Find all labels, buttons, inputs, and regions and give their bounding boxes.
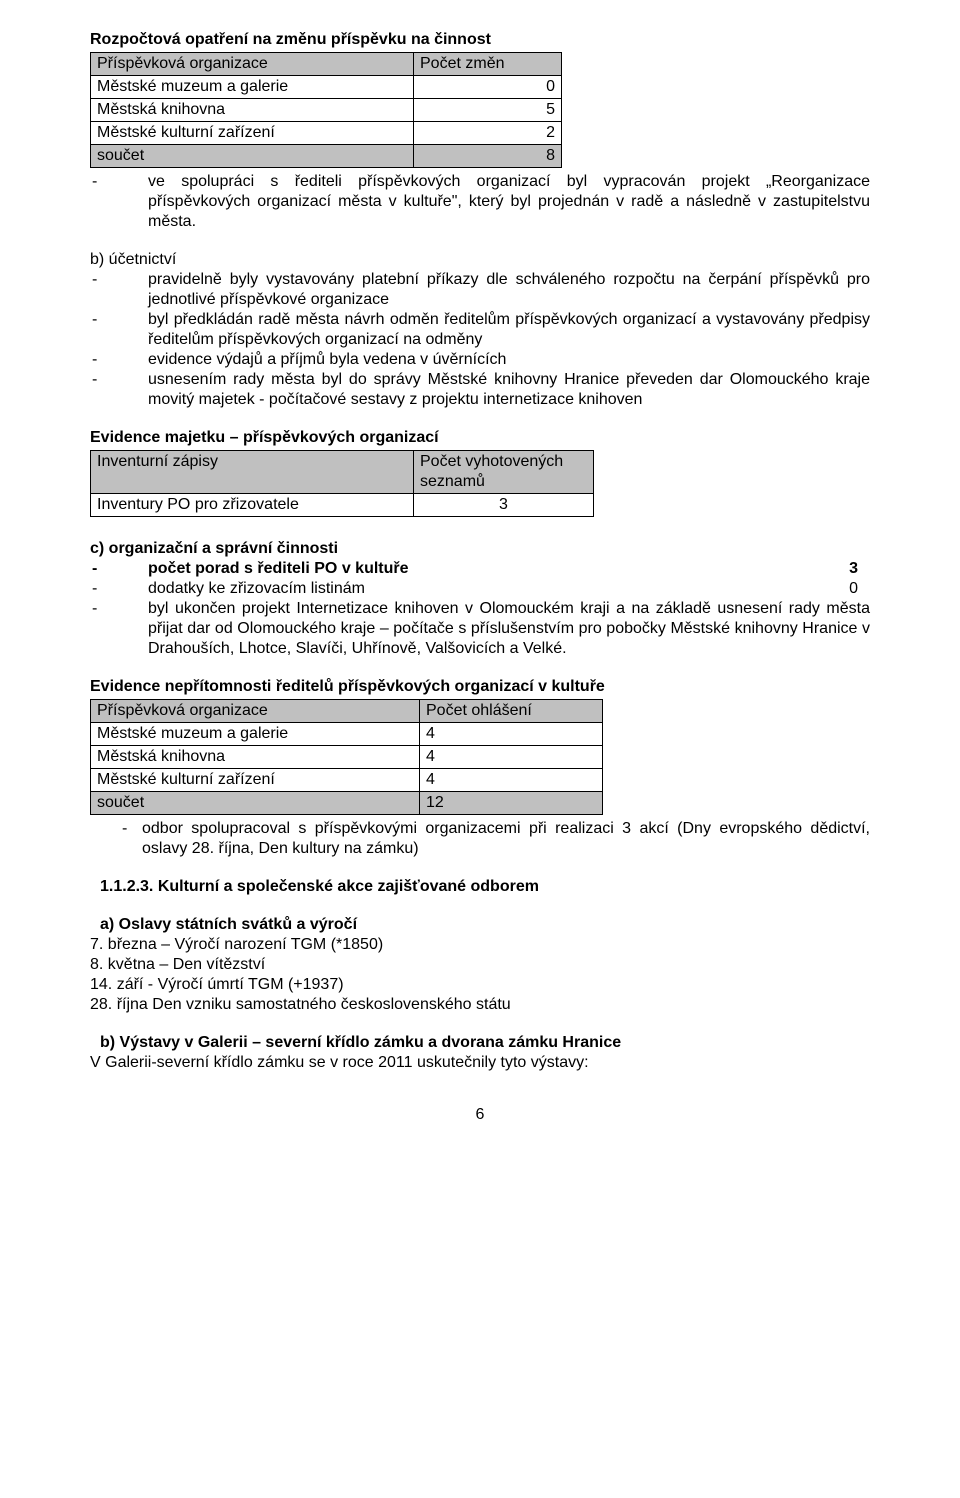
list-item: odbor spolupracoval s příspěvkovými orga…: [90, 819, 870, 859]
anniv-line-3: 14. září - Výročí úmrtí TGM (+1937): [90, 975, 870, 995]
table-row-sum: součet 8: [91, 145, 562, 168]
cell: 4: [420, 746, 603, 769]
table1-title: Rozpočtová opatření na změnu příspěvku n…: [90, 30, 870, 50]
section-c-title: c) organizační a správní činnosti: [90, 539, 870, 559]
cell: součet: [91, 145, 414, 168]
list-item: evidence výdajů a příjmů byla vedena v ú…: [90, 350, 870, 370]
table3-title: Evidence nepřítomnosti ředitelů příspěvk…: [90, 677, 870, 697]
row2-l: dodatky ke zřizovacím listinám: [148, 579, 365, 599]
table-row: Městské kulturní zařízení 2: [91, 122, 562, 145]
table2: Inventurní zápisy Počet vyhotovených sez…: [90, 450, 594, 517]
table3: Příspěvková organizace Počet ohlášení Mě…: [90, 699, 603, 815]
table-row: Inventury PO pro zřizovatele 3: [91, 494, 594, 517]
list-item: ve spolupráci s řediteli příspěvkových o…: [90, 172, 870, 232]
anniv-line-4: 28. října Den vzniku samostatného českos…: [90, 995, 870, 1015]
row1-l: počet porad s řediteli PO v kultuře: [148, 559, 409, 579]
row2-r: 0: [849, 579, 870, 599]
table-row: Městská knihovna 5: [91, 99, 562, 122]
table2-title: Evidence majetku – příspěvkových organiz…: [90, 428, 870, 448]
cell: součet: [91, 792, 420, 815]
cell: Městská knihovna: [91, 99, 414, 122]
section-bv-title: b) Výstavy v Galerii – severní křídlo zá…: [90, 1033, 870, 1053]
list-item: usnesením rady města byl do správy Městs…: [90, 370, 870, 410]
table-row: Městská knihovna 4: [91, 746, 603, 769]
cell: Městské muzeum a galerie: [91, 723, 420, 746]
list-item: dodatky ke zřizovacím listinám 0: [90, 579, 870, 599]
page-number: 6: [90, 1105, 870, 1125]
section-b-title: b) účetnictví: [90, 250, 870, 270]
list-item: byl předkládán radě města návrh odměn ře…: [90, 310, 870, 350]
cell: Městské kulturní zařízení: [91, 122, 414, 145]
cell: 8: [414, 145, 562, 168]
table3-h1: Příspěvková organizace: [91, 700, 420, 723]
anniv-line-2: 8. května – Den vítězství: [90, 955, 870, 975]
table2-h1: Inventurní zápisy: [91, 451, 414, 494]
table2-h2: Počet vyhotovených seznamů: [414, 451, 594, 494]
cell: Městské muzeum a galerie: [91, 76, 414, 99]
table3-h2: Počet ohlášení: [420, 700, 603, 723]
list-after-table1: ve spolupráci s řediteli příspěvkových o…: [90, 172, 870, 232]
table1-h2: Počet změn: [414, 53, 562, 76]
table-row: Městské muzeum a galerie 4: [91, 723, 603, 746]
list-item: počet porad s řediteli PO v kultuře 3: [90, 559, 870, 579]
cell: 12: [420, 792, 603, 815]
cell: 4: [420, 723, 603, 746]
cell: 3: [414, 494, 594, 517]
cell: 0: [414, 76, 562, 99]
row1-r: 3: [849, 559, 870, 579]
list-item: pravidelně byly vystavovány platební pří…: [90, 270, 870, 310]
table1-h1: Příspěvková organizace: [91, 53, 414, 76]
section-bv-line: V Galerii-severní křídlo zámku se v roce…: [90, 1053, 870, 1073]
section-a-title: a) Oslavy státních svátků a výročí: [90, 915, 870, 935]
table-row: Městské muzeum a galerie 0: [91, 76, 562, 99]
list-item: byl ukončen projekt Internetizace knihov…: [90, 599, 870, 659]
cell: 2: [414, 122, 562, 145]
cell: Městská knihovna: [91, 746, 420, 769]
section-1123-title: 1.1.2.3. Kulturní a společenské akce zaj…: [90, 877, 870, 897]
section-b-list: pravidelně byly vystavovány platební pří…: [90, 270, 870, 410]
section-c-list: počet porad s řediteli PO v kultuře 3 do…: [90, 559, 870, 659]
cell: 4: [420, 769, 603, 792]
cell: Městské kulturní zařízení: [91, 769, 420, 792]
cell: 5: [414, 99, 562, 122]
anniv-line-1: 7. března – Výročí narození TGM (*1850): [90, 935, 870, 955]
list-after-table3: odbor spolupracoval s příspěvkovými orga…: [90, 819, 870, 859]
table1: Příspěvková organizace Počet změn Městsk…: [90, 52, 562, 168]
cell: Inventury PO pro zřizovatele: [91, 494, 414, 517]
table-row-sum: součet 12: [91, 792, 603, 815]
table-row: Městské kulturní zařízení 4: [91, 769, 603, 792]
